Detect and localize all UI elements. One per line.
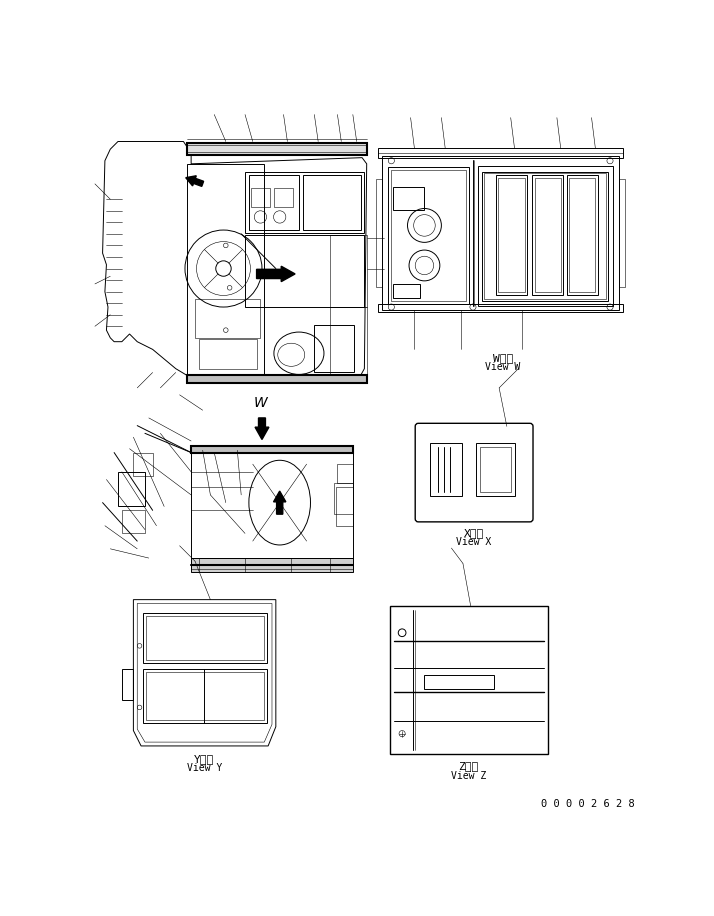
Bar [143,669,266,723]
FancyArrow shape [273,491,286,514]
Bar [134,453,153,475]
Bar [245,235,364,307]
Bar [393,284,420,298]
Bar [122,669,134,700]
Bar [330,307,367,376]
FancyArrow shape [256,267,295,281]
Bar [476,443,515,496]
Text: View W: View W [486,362,521,372]
Bar [378,304,623,311]
Bar [393,187,423,210]
FancyArrow shape [255,418,269,440]
Bar [330,235,367,307]
Bar [567,175,598,295]
Bar [198,340,256,368]
Bar [273,188,293,207]
Bar [336,487,353,526]
Bar [187,164,264,376]
Bar [532,175,563,295]
Bar [249,175,299,230]
Text: View X: View X [456,538,491,547]
Bar [251,188,271,207]
Bar [484,173,606,300]
Bar [333,484,353,514]
Bar [424,675,494,689]
Bar [303,175,361,230]
Bar [191,446,353,453]
Bar [569,178,595,292]
Bar [314,325,354,373]
Text: W　視: W 視 [493,354,513,364]
Bar [338,464,353,484]
Bar [143,613,266,663]
Bar [376,180,382,287]
Bar [191,451,353,558]
Bar [146,616,263,660]
Bar [390,605,548,754]
Text: 0 0 0 0 2 6 2 8: 0 0 0 0 2 6 2 8 [541,799,635,809]
Bar [187,375,367,383]
Bar [191,558,353,569]
Bar [187,143,367,155]
Bar [388,167,469,304]
Text: X　視: X 視 [463,528,484,538]
Bar [496,175,527,295]
Text: Z　視: Z 視 [458,761,478,771]
Bar [122,510,145,533]
Bar [480,447,511,492]
Bar [535,178,560,292]
Text: View Z: View Z [451,770,486,780]
Text: View Y: View Y [186,763,222,773]
Bar [195,300,261,338]
Bar [146,672,263,720]
Bar [245,171,364,233]
Bar [482,171,608,300]
Bar [478,166,613,306]
Bar [382,156,619,311]
Bar [619,180,625,287]
Bar [391,170,466,300]
Bar [378,148,623,158]
Bar [191,558,353,572]
Text: Y　視: Y 視 [194,754,214,764]
Bar [430,443,462,496]
Bar [498,178,525,292]
Bar [118,472,145,507]
FancyArrow shape [186,176,203,186]
Text: W: W [253,397,267,410]
